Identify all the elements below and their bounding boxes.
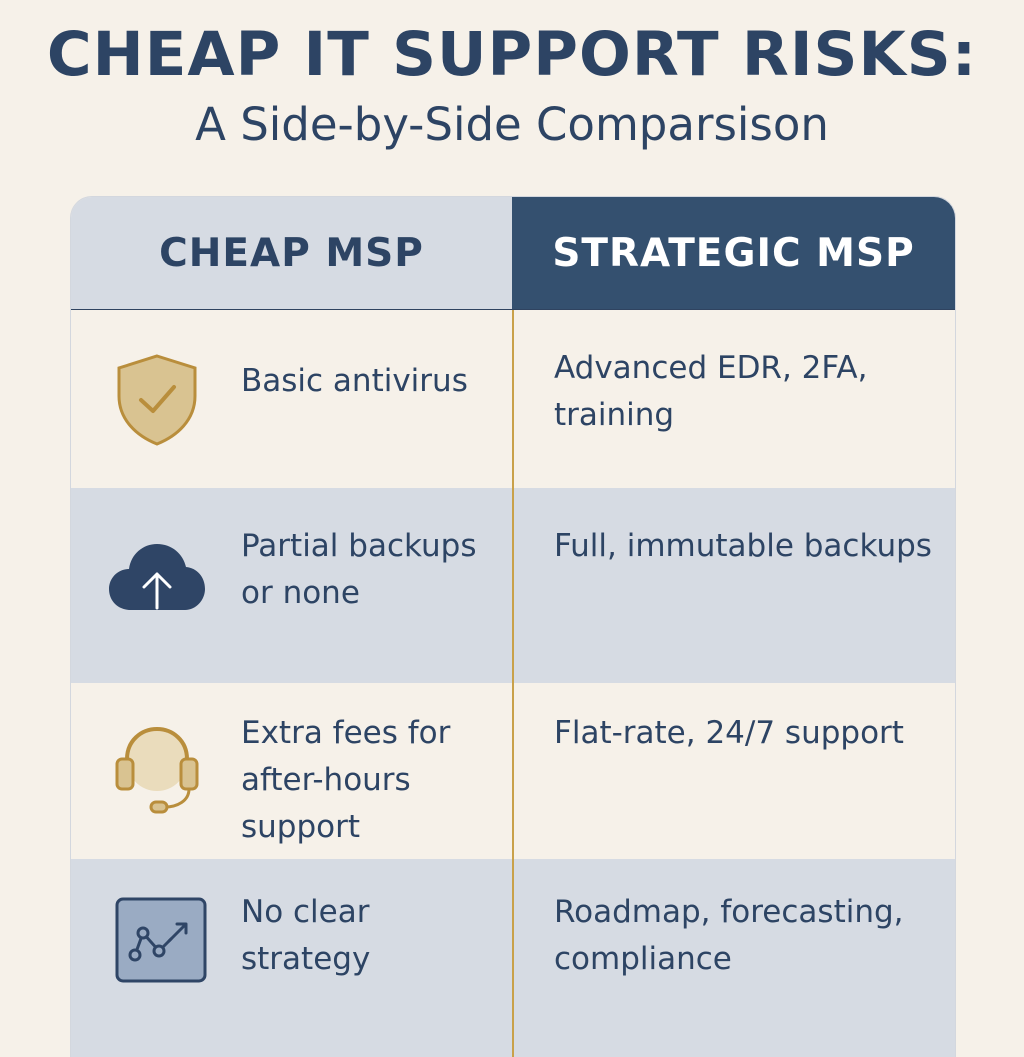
cheap-msp-cell: Basic antivirus — [241, 363, 468, 399]
strategic-msp-cell: Roadmap, forecasting, compliance — [554, 894, 904, 977]
column-divider — [512, 310, 514, 1057]
table-header: CHEAP MSP STRATEGIC MSP — [71, 197, 955, 311]
strategic-msp-cell: Full, immutable backups — [554, 528, 932, 564]
page-subtitle: A Side-by-Side Comparsison — [195, 98, 829, 151]
column-header-strategic-msp: STRATEGIC MSP — [512, 197, 955, 311]
cheap-msp-cell: Extra fees for after-hours support — [241, 715, 451, 845]
page-title: CHEAP IT SUPPORT RISKS: — [46, 19, 978, 90]
strategic-msp-cell: Advanced EDR, 2FA, training — [554, 350, 868, 433]
strategic-msp-cell: Flat-rate, 24/7 support — [554, 715, 904, 751]
cheap-msp-cell: No clear strategy — [241, 894, 371, 977]
cheap-msp-cell: Partial backups or none — [241, 528, 477, 611]
column-header-cheap-msp: CHEAP MSP — [71, 197, 512, 311]
comparison-table: CHEAP MSP STRATEGIC MSP Basic antivirus … — [70, 196, 956, 1057]
shield-check-icon — [107, 348, 207, 448]
strategy-graph-icon — [107, 893, 207, 993]
cloud-upload-icon — [107, 530, 207, 630]
headset-icon — [107, 719, 207, 819]
